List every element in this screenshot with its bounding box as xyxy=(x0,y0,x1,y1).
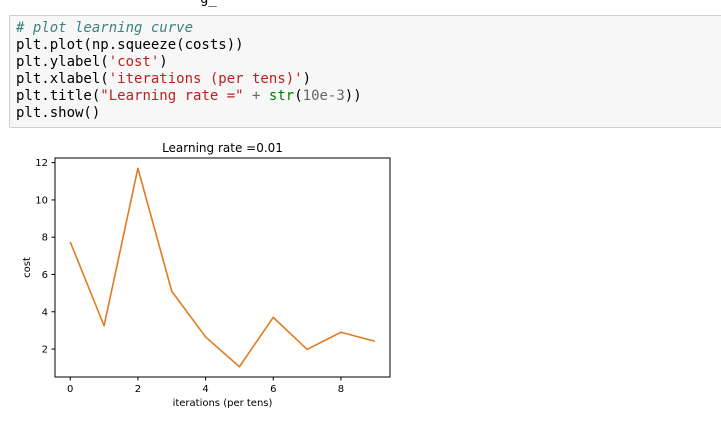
code-token: ) xyxy=(302,71,312,87)
y-tick-label: 6 xyxy=(42,270,48,281)
code-line: # plot learning curve xyxy=(16,20,362,37)
x-tick-label: 2 xyxy=(135,384,141,395)
code-token: plt.plot(np.squeeze(costs)) xyxy=(16,37,244,53)
code-token: plt.xlabel( xyxy=(16,71,109,87)
code-token: ) xyxy=(159,54,168,70)
code-token: + xyxy=(252,88,261,104)
code-token: "Learning rate =" xyxy=(100,88,244,104)
code-cell[interactable]: # plot learning curve plt.plot(np.squeeze… xyxy=(9,15,721,128)
chart-title: Learning rate =0.01 xyxy=(162,141,283,155)
code-token xyxy=(260,88,268,104)
code-token: str xyxy=(268,88,295,104)
y-axis-label: cost xyxy=(22,257,33,278)
code-token: ( xyxy=(294,88,303,104)
clipped-code-fragment: g_ xyxy=(200,0,217,7)
code-line: plt.plot(np.squeeze(costs)) xyxy=(16,37,362,54)
code-line: plt.ylabel('cost') xyxy=(16,54,362,71)
y-tick-label: 10 xyxy=(35,195,48,206)
plot-area xyxy=(54,157,391,378)
code-token: 10e-3 xyxy=(302,88,345,104)
x-tick-label: 4 xyxy=(202,384,208,395)
code-token: )) xyxy=(344,88,362,104)
code-token: # plot learning curve xyxy=(16,20,194,36)
x-axis-label: iterations (per tens) xyxy=(173,398,273,409)
y-tick-label: 4 xyxy=(42,307,48,318)
code-token: plt.ylabel( xyxy=(16,54,109,70)
code-token: 'iterations (per tens)' xyxy=(108,71,303,87)
x-tick-label: 6 xyxy=(270,384,276,395)
x-axis: 0 2 4 6 8 xyxy=(67,377,344,395)
code-token: plt.show() xyxy=(16,105,101,121)
code-line: plt.title("Learning rate =" + str(10e-3)… xyxy=(16,88,362,105)
code-token: plt.title( xyxy=(16,88,101,104)
y-tick-label: 2 xyxy=(42,345,48,356)
y-tick-label: 8 xyxy=(42,233,48,244)
code-line: plt.xlabel('iterations (per tens)') xyxy=(16,71,362,88)
y-axis: 2 4 6 8 10 12 xyxy=(35,158,55,356)
code-editor[interactable]: # plot learning curve plt.plot(np.squeeze… xyxy=(16,20,362,122)
x-tick-label: 0 xyxy=(67,384,73,395)
series-line xyxy=(69,167,375,368)
code-token: 'cost' xyxy=(108,54,160,70)
code-token xyxy=(244,88,252,104)
y-tick-label: 12 xyxy=(35,158,48,169)
x-tick-label: 8 xyxy=(338,384,344,395)
series-group xyxy=(69,167,375,368)
code-line: plt.show() xyxy=(16,105,362,122)
